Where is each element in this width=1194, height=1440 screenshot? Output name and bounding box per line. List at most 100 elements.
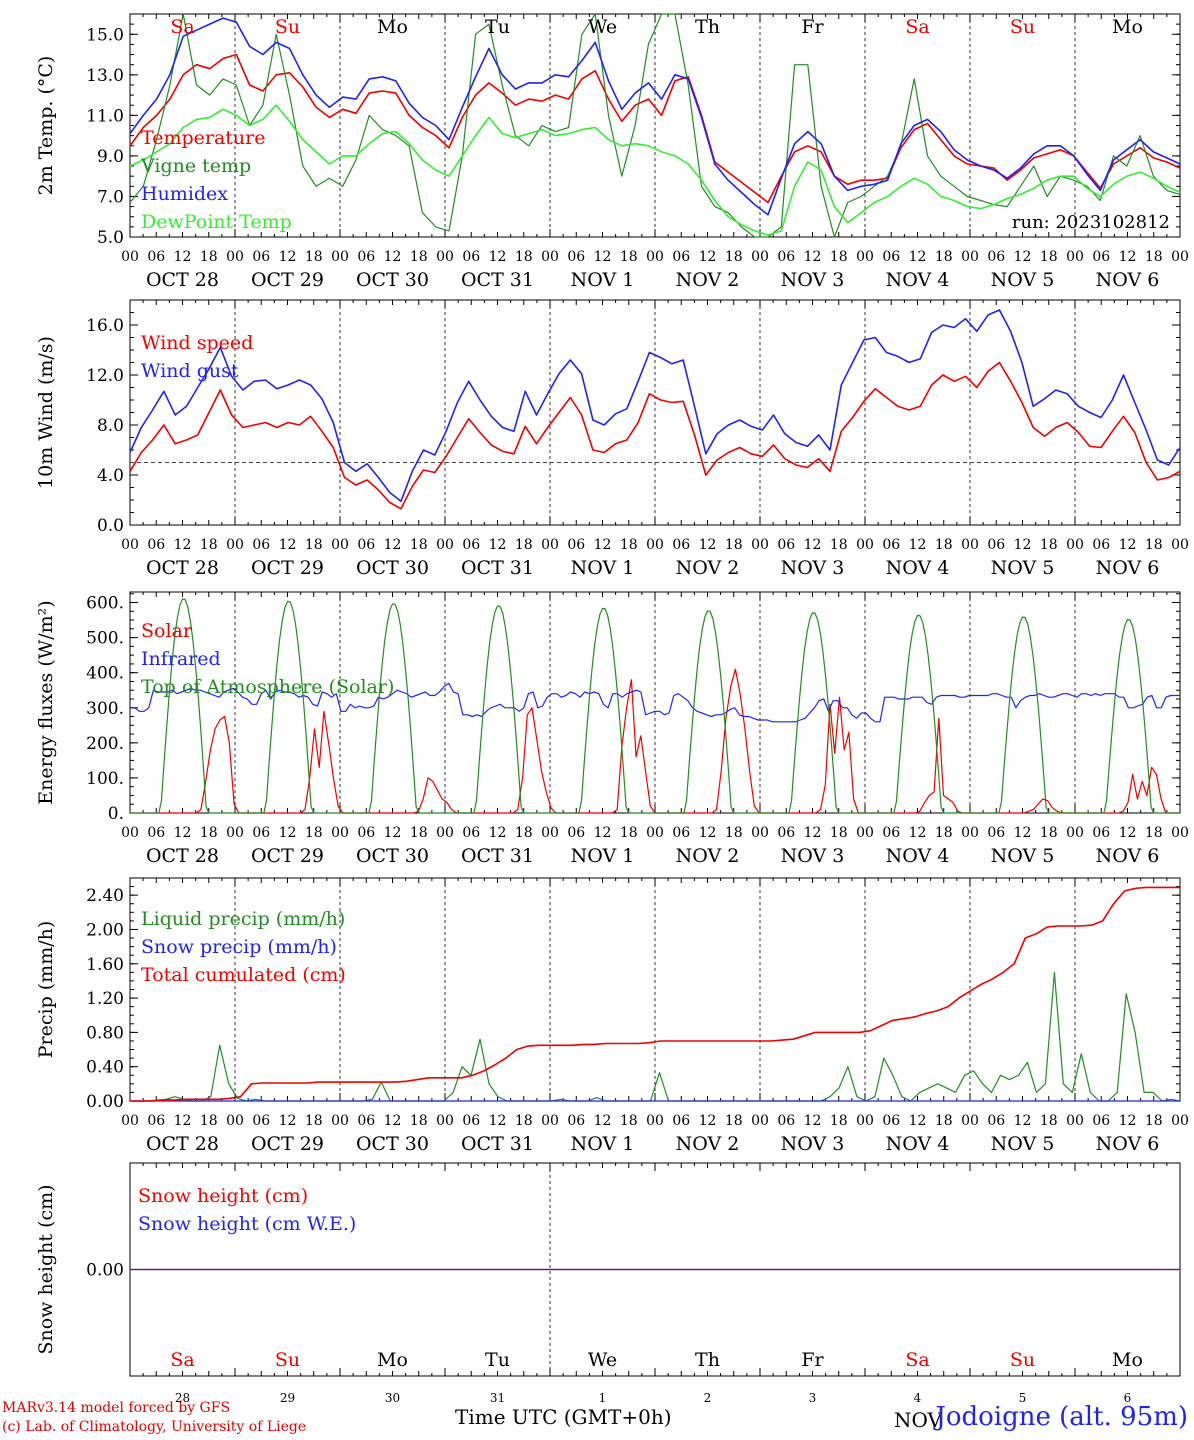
day-number: 6 [1124, 1391, 1132, 1405]
day-label: Sa [905, 1349, 929, 1371]
day-label: Sa [170, 16, 194, 38]
date-label: OCT 30 [356, 1133, 429, 1155]
date-label: NOV 1 [571, 845, 635, 867]
legend-entry: Snow precip (mm/h) [141, 936, 337, 958]
day-number: 4 [914, 1391, 922, 1405]
legend-entry: Infrared [141, 648, 221, 670]
date-label: NOV 3 [781, 557, 845, 579]
hour-label: 06 [987, 249, 1005, 265]
station-name: Jodoigne (alt. 95m) [935, 1402, 1188, 1432]
hour-label: 06 [882, 825, 900, 841]
hour-label: 18 [830, 537, 848, 553]
hour-label: 06 [777, 537, 795, 553]
day-label: Su [1010, 1349, 1035, 1371]
hour-label: 00 [961, 1113, 979, 1129]
hour-label: 06 [462, 1113, 480, 1129]
date-label: OCT 30 [356, 557, 429, 579]
series-line-dewpoint-temp [129, 104, 1181, 236]
hour-label: 12 [1119, 825, 1137, 841]
date-label: NOV 4 [886, 1133, 950, 1155]
y-tick-label: 0.40 [86, 1058, 124, 1078]
hour-label: 06 [987, 1113, 1005, 1129]
hour-label: 18 [410, 537, 428, 553]
hour-label: 00 [541, 1113, 559, 1129]
hour-label: 12 [909, 537, 927, 553]
hour-label: 00 [436, 825, 454, 841]
hour-label: 00 [856, 249, 874, 265]
hour-label: 00 [121, 249, 139, 265]
hour-label: 12 [804, 249, 822, 265]
date-label: OCT 31 [461, 269, 534, 291]
hour-label: 12 [489, 1113, 507, 1129]
y-tick-label: 13.0 [86, 66, 124, 86]
date-label: NOV 4 [886, 845, 950, 867]
panel-5 [129, 1162, 1181, 1377]
hour-label: 00 [961, 249, 979, 265]
day-number: 28 [175, 1391, 190, 1405]
series-line-infrared [130, 682, 1180, 723]
hour-label: 18 [410, 249, 428, 265]
y-axis-label: Precip (mm/h) [35, 921, 57, 1059]
date-label: OCT 28 [146, 557, 219, 579]
y-tick-label: 2.00 [86, 920, 124, 940]
hour-label: 06 [777, 249, 795, 265]
legend-entry: Wind gust [141, 360, 239, 382]
hour-label: 06 [567, 1113, 585, 1129]
hour-label: 00 [646, 537, 664, 553]
day-label: Su [275, 1349, 300, 1371]
hour-label: 18 [410, 825, 428, 841]
legend-entry: Humidex [141, 183, 228, 205]
hour-label: 12 [489, 825, 507, 841]
hour-label: 12 [699, 249, 717, 265]
hour-label: 00 [1171, 1113, 1189, 1129]
day-label: Su [1010, 16, 1035, 38]
hour-label: 06 [882, 537, 900, 553]
date-label: OCT 29 [251, 557, 324, 579]
date-label: OCT 28 [146, 1133, 219, 1155]
hour-label: 18 [935, 1113, 953, 1129]
legend-entry: Vigne temp [140, 155, 251, 177]
day-label: Sa [170, 1349, 194, 1371]
date-label: NOV 6 [1096, 557, 1160, 579]
hour-label: 12 [909, 249, 927, 265]
hour-label: 18 [200, 249, 218, 265]
hour-label: 00 [1066, 249, 1084, 265]
hour-label: 12 [594, 537, 612, 553]
hour-label: 00 [856, 1113, 874, 1129]
y-axis-label: 2m Temp. (°C) [35, 56, 57, 196]
credit-model: MARv3.14 model forced by GFS [2, 1400, 231, 1416]
y-axis-label: Snow height (cm) [35, 1184, 57, 1354]
y-axis-label: Energy fluxes (W/m²) [35, 600, 57, 804]
hour-label: 06 [252, 1113, 270, 1129]
hour-label: 12 [279, 1113, 297, 1129]
hour-label: 00 [1066, 537, 1084, 553]
hour-label: 18 [1040, 537, 1058, 553]
day-label: We [588, 1349, 617, 1371]
hour-label: 06 [1092, 825, 1110, 841]
hour-label: 00 [331, 825, 349, 841]
date-label: OCT 28 [146, 845, 219, 867]
hour-label: 12 [1119, 537, 1137, 553]
legend-entry: Top of Atmosphere (Solar) [141, 676, 394, 698]
series-line-temperature [129, 53, 1181, 204]
hour-label: 18 [410, 1113, 428, 1129]
hour-label: 00 [751, 249, 769, 265]
hour-label: 06 [987, 537, 1005, 553]
legend-entry: Solar [141, 620, 193, 642]
hour-label: 18 [305, 249, 323, 265]
hour-label: 06 [567, 537, 585, 553]
day-label: Fr [801, 16, 824, 38]
legend-entry: Total cumulated (cm) [141, 964, 346, 986]
hour-label: 06 [1092, 537, 1110, 553]
y-axis-label: 10m Wind (m/s) [35, 336, 57, 489]
hour-label: 18 [305, 537, 323, 553]
panel-4 [129, 877, 1181, 1102]
hour-label: 12 [384, 1113, 402, 1129]
date-label: NOV 6 [1096, 269, 1160, 291]
date-label: OCT 30 [356, 269, 429, 291]
hour-label: 00 [436, 537, 454, 553]
day-number: 3 [809, 1391, 817, 1405]
hour-label: 00 [226, 1113, 244, 1129]
date-label: OCT 31 [461, 1133, 534, 1155]
y-tick-label: 15.0 [86, 25, 124, 45]
